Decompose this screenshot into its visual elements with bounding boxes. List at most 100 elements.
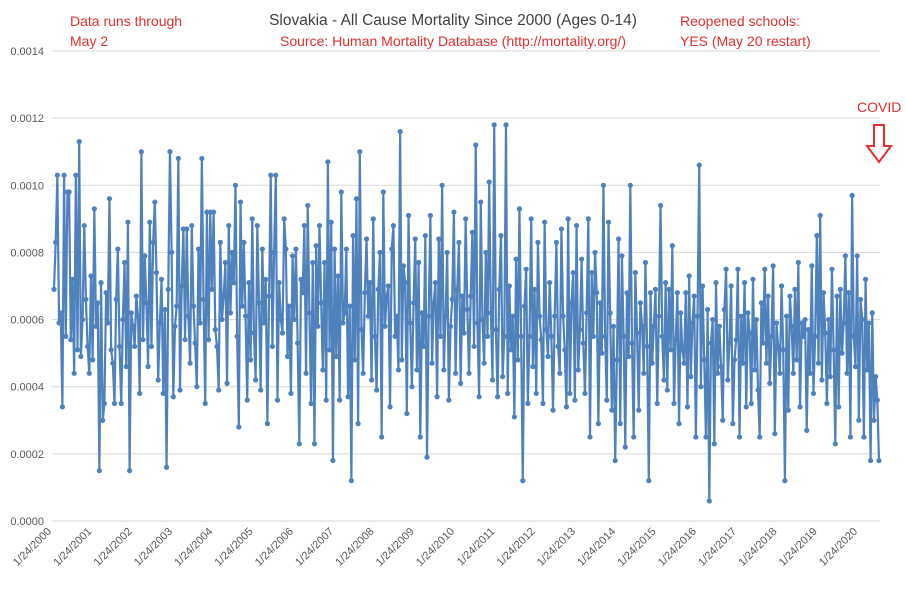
data-point [261, 320, 267, 326]
data-point [125, 219, 131, 225]
data-point [454, 286, 460, 292]
data-point [565, 216, 571, 222]
data-point [634, 330, 640, 336]
data-point [831, 347, 837, 353]
x-tick-label: 1/24/2010 [414, 526, 457, 569]
x-tick-label: 1/24/2019 [777, 526, 820, 569]
data-point [300, 290, 306, 296]
data-point [397, 128, 403, 135]
data-point [582, 390, 588, 397]
data-point [837, 286, 843, 292]
data-point [691, 293, 697, 299]
data-point [90, 357, 96, 363]
data-point [602, 333, 608, 339]
data-point [69, 276, 76, 282]
data-point [387, 404, 393, 410]
data-point [686, 273, 692, 279]
data-point [342, 310, 348, 316]
data-point [96, 468, 102, 474]
data-point [656, 313, 662, 319]
data-point [794, 357, 800, 363]
data-point [708, 340, 714, 346]
data-point [778, 283, 785, 289]
data-point [525, 400, 531, 407]
data-point [871, 417, 877, 423]
data-point [217, 239, 223, 245]
data-point [770, 263, 776, 269]
data-point [162, 306, 168, 313]
data-point [876, 457, 882, 464]
data-point [617, 421, 623, 427]
data-point [528, 216, 534, 222]
data-point [516, 206, 523, 212]
y-tick-label: 0.0004 [10, 382, 44, 394]
data-point [78, 353, 84, 360]
data-point [567, 390, 573, 397]
data-point [494, 394, 501, 400]
data-point [661, 377, 667, 383]
data-point [486, 179, 492, 185]
data-point [121, 259, 128, 266]
data-point [829, 266, 835, 272]
data-point [832, 441, 838, 447]
data-point [333, 353, 339, 360]
data-point [258, 387, 264, 393]
data-point [382, 323, 388, 329]
data-point [337, 397, 343, 403]
data-point [68, 337, 74, 343]
data-point [572, 397, 578, 403]
data-point [185, 313, 192, 319]
data-point [681, 360, 687, 366]
data-point [805, 327, 812, 333]
data-point [323, 397, 329, 403]
data-point [466, 370, 472, 376]
data-point [98, 280, 104, 286]
data-point [395, 367, 402, 373]
data-point [861, 434, 867, 440]
data-point [110, 360, 116, 366]
data-point [274, 397, 281, 403]
data-point [296, 441, 302, 447]
data-point [696, 162, 702, 168]
data-point [713, 280, 719, 286]
data-point [775, 343, 781, 350]
data-point [449, 296, 455, 303]
data-point [780, 347, 786, 353]
data-point [439, 182, 445, 188]
data-point [758, 300, 764, 306]
data-point [820, 290, 827, 296]
data-point [847, 434, 854, 440]
data-point [153, 269, 160, 276]
data-point [787, 293, 793, 299]
data-point [405, 212, 412, 219]
data-point [128, 310, 134, 316]
data-point [752, 367, 758, 373]
x-tick-label: 1/24/2008 [333, 526, 376, 569]
data-point [795, 259, 801, 266]
data-point [54, 172, 60, 178]
data-point [762, 266, 768, 272]
data-point [750, 276, 756, 282]
data-point [503, 122, 509, 128]
x-tick-label: 1/24/2013 [535, 526, 578, 569]
data-point [684, 404, 691, 410]
data-point [668, 347, 674, 353]
data-point [632, 269, 638, 276]
data-point [374, 387, 380, 393]
data-point [773, 320, 780, 326]
data-point [817, 212, 823, 219]
data-point [651, 323, 657, 329]
data-point [444, 249, 450, 256]
y-tick-label: 0.0012 [10, 113, 44, 125]
data-point [748, 400, 754, 407]
data-point [79, 316, 86, 323]
data-point [560, 313, 566, 319]
data-point [846, 290, 852, 296]
data-point [335, 273, 341, 279]
data-point [718, 363, 724, 370]
data-point [160, 390, 166, 397]
data-point [211, 209, 217, 215]
data-point [810, 390, 817, 397]
data-point [747, 330, 753, 336]
x-axis-tick-labels: 1/24/20001/24/20011/24/20021/24/20031/24… [11, 526, 860, 569]
